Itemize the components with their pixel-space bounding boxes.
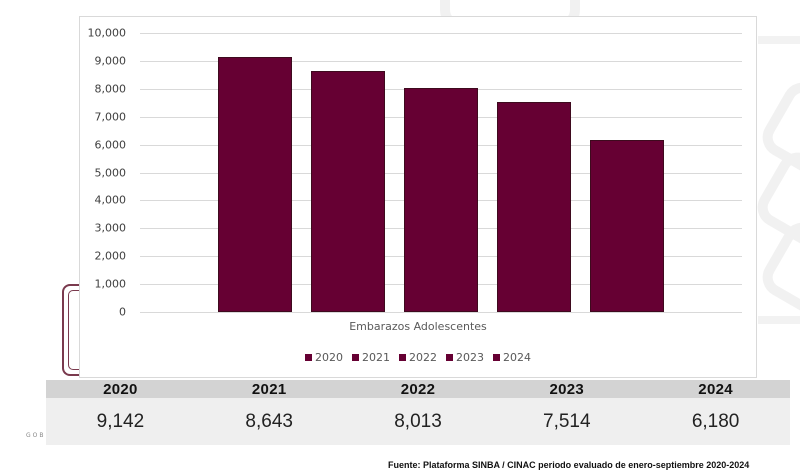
source-note: Fuente: Plataforma SINBA / CINAC periodo… xyxy=(388,460,750,470)
legend-label: 2024 xyxy=(503,351,531,364)
background-band xyxy=(758,316,800,324)
y-axis-tick-label: 3,000 xyxy=(94,221,127,235)
summary-table: 2020 2021 2022 2023 2024 9,142 8,643 8,013 7,51… xyxy=(46,380,790,445)
legend-label: 2021 xyxy=(362,351,390,364)
table-header-cell: 2020 xyxy=(103,380,138,398)
table-values-row: 9,142 8,643 8,013 7,514 6,180 xyxy=(46,398,790,445)
y-axis-tick-label: 6,000 xyxy=(94,138,127,152)
y-axis-tick-label: 8,000 xyxy=(94,82,127,96)
table-header-cell: 2024 xyxy=(698,380,733,398)
legend-item-2022: 2022 xyxy=(399,351,437,364)
y-axis-tick-label: 10,000 xyxy=(87,26,127,40)
y-axis-tick-label: 4,000 xyxy=(94,193,127,207)
table-value-cell: 7,514 xyxy=(543,410,591,432)
y-axis-tick-label: 5,000 xyxy=(94,166,127,179)
background-decoration xyxy=(755,215,800,325)
table-value-cell: 8,643 xyxy=(245,410,293,432)
legend-swatch-icon xyxy=(352,354,359,361)
legend-item-2020: 2020 xyxy=(305,351,343,364)
y-axis-tick-label: 9,000 xyxy=(94,54,127,68)
legend-item-2023: 2023 xyxy=(446,351,484,364)
legend-swatch-icon xyxy=(446,354,453,361)
legend-swatch-icon xyxy=(493,354,500,361)
table-header-row: 2020 2021 2022 2023 2024 xyxy=(46,380,790,398)
legend-swatch-icon xyxy=(399,354,406,361)
bar-2021 xyxy=(311,70,385,312)
table-value-cell: 9,142 xyxy=(96,410,145,432)
y-axis-tick-label: 0 xyxy=(119,305,126,319)
background-band xyxy=(758,36,800,44)
bar-2020 xyxy=(218,56,292,312)
bar-2024 xyxy=(590,139,664,312)
table-value-cell: 6,180 xyxy=(691,410,740,432)
legend-swatch-icon xyxy=(305,354,312,361)
legend-item-2024: 2024 xyxy=(493,351,531,364)
gridline xyxy=(140,33,742,34)
table-header-cell: 2022 xyxy=(400,380,436,398)
chart-legend: 2020 2021 2022 2023 2024 xyxy=(80,351,756,364)
gridline xyxy=(140,60,742,62)
legend-label: 2020 xyxy=(315,351,343,364)
bar-2023 xyxy=(497,102,571,312)
x-axis-label: Embarazos Adolescentes xyxy=(349,320,487,333)
government-label: GOB xyxy=(26,432,46,439)
legend-label: 2022 xyxy=(409,351,437,364)
y-axis-tick-label: 2,000 xyxy=(94,249,127,263)
legend-label: 2023 xyxy=(456,351,484,364)
emblem-logo xyxy=(62,284,84,376)
bar-chart: 0 1,000 2,000 3,000 4,000 5,000 6,000 7,000 8,00… xyxy=(79,16,757,378)
table-header-cell: 2021 xyxy=(251,380,287,398)
bar-2022 xyxy=(404,88,478,312)
legend-item-2021: 2021 xyxy=(352,351,390,364)
plot-area: 0 1,000 2,000 3,000 4,000 5,000 6,000 7,000 8,00… xyxy=(80,17,756,377)
table-value-cell: 8,013 xyxy=(394,410,442,432)
y-axis-tick-label: 1,000 xyxy=(94,277,127,291)
gridline xyxy=(140,312,742,313)
table-header-cell: 2023 xyxy=(549,380,585,398)
y-axis-tick-label: 7,000 xyxy=(94,110,127,124)
